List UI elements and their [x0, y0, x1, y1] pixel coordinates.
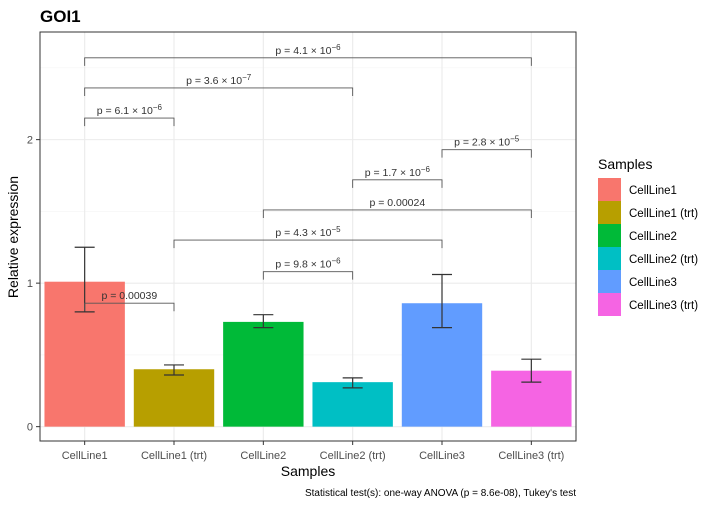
y-axis: 0 1 2 — [27, 135, 40, 434]
bar — [133, 369, 215, 427]
legend-swatch — [598, 224, 621, 247]
p-value-label: p = 0.00024 — [369, 197, 425, 209]
legend-title: Samples — [598, 156, 652, 172]
significance-bracket — [84, 302, 175, 312]
legend-swatch — [598, 178, 621, 201]
p-value-label: p = 4.3 × 10−5 — [275, 225, 341, 240]
legend-label: CellLine1 — [629, 185, 677, 197]
legend-swatch — [598, 247, 621, 270]
legend-label: CellLine2 — [629, 231, 677, 243]
x-tick-label: CellLine3 (trt) — [498, 450, 564, 462]
y-axis-title: Relative expression — [5, 176, 21, 298]
x-axis-title: Samples — [281, 463, 335, 479]
plot-panel: p = 0.00039 p = 9.8 × 10−6 p = 4.3 × 10−5 p… — [39, 31, 577, 442]
caption: Statistical test(s): one-way ANOVA (p = … — [305, 488, 576, 499]
legend-items: CellLine1 CellLine1 (trt) CellLine2 CellLin… — [598, 178, 698, 316]
legend-label: CellLine3 (trt) — [629, 300, 698, 312]
legend-label: CellLine2 (trt) — [629, 254, 698, 266]
y-tick-label: 2 — [27, 135, 33, 147]
p-value-label: p = 3.6 × 10−7 — [186, 72, 252, 87]
p-value-label: p = 2.8 × 10−5 — [454, 134, 520, 149]
legend-label: CellLine3 — [629, 277, 677, 289]
legend-swatch — [598, 270, 621, 293]
y-tick-label: 0 — [27, 422, 33, 434]
significance-bracket — [352, 179, 443, 188]
significance-bracket — [173, 239, 443, 249]
significance-brackets: p = 0.00039 p = 9.8 × 10−6 p = 4.3 × 10−5 p… — [84, 42, 532, 312]
legend-swatch — [598, 293, 621, 316]
significance-bracket — [84, 87, 354, 96]
x-tick-label: CellLine2 (trt) — [320, 450, 386, 462]
p-value-label: p = 6.1 × 10−6 — [97, 103, 163, 118]
p-value-label: p = 9.8 × 10−6 — [275, 256, 341, 271]
x-axis: CellLine1 CellLine1 (trt) CellLine2 CellLin… — [62, 441, 564, 462]
legend-swatch — [598, 201, 621, 224]
x-tick-label: CellLine1 — [62, 450, 108, 462]
significance-bracket — [262, 271, 354, 280]
bar — [223, 321, 304, 427]
bar — [312, 382, 393, 427]
significance-bracket — [262, 209, 532, 218]
x-tick-label: CellLine2 — [240, 450, 286, 462]
p-value-label: p = 4.1 × 10−6 — [275, 42, 341, 57]
plot-background — [39, 31, 577, 442]
y-tick-label: 1 — [27, 278, 33, 290]
plot-border — [39, 31, 577, 442]
significance-bracket — [441, 149, 532, 158]
significance-bracket — [84, 117, 175, 127]
error-bars — [74, 246, 542, 389]
legend-label: CellLine1 (trt) — [629, 208, 698, 220]
x-tick-label: CellLine1 (trt) — [141, 450, 207, 462]
p-value-label: p = 0.00039 — [101, 290, 157, 302]
p-value-label: p = 1.7 × 10−6 — [365, 164, 431, 179]
significance-bracket — [84, 57, 532, 66]
chart-title: GOI1 — [40, 7, 81, 26]
x-tick-label: CellLine3 — [419, 450, 465, 462]
